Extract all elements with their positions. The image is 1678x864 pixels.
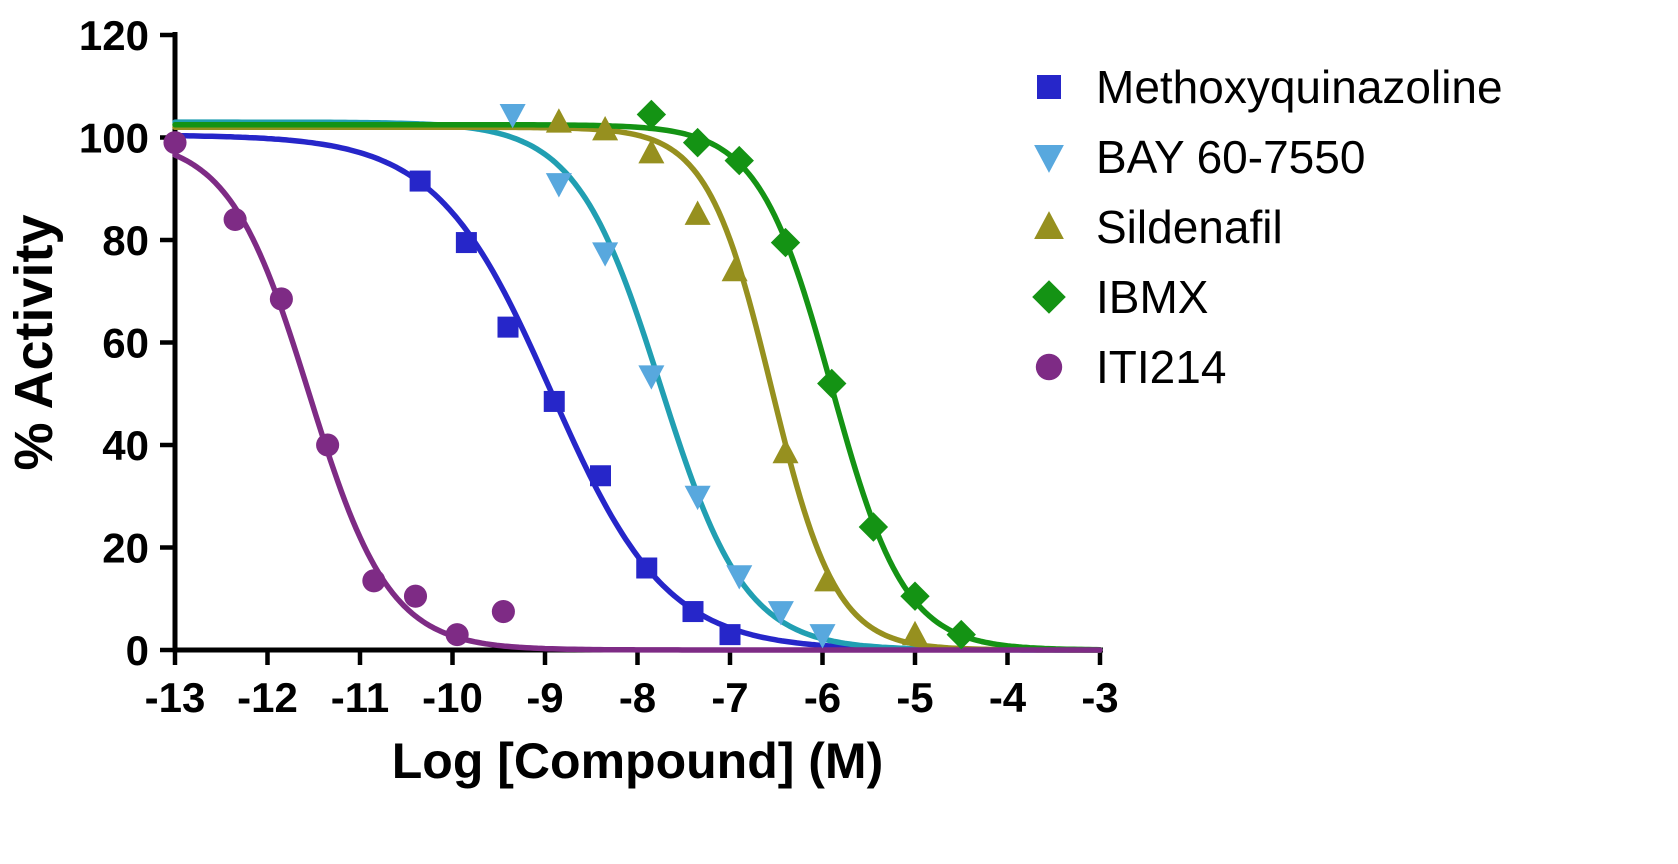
x-tick-label: -8 [619,674,656,721]
x-tick-label: -6 [804,674,841,721]
y-tick-label: 100 [79,115,149,162]
data-point-bay-60-7550 [499,103,526,129]
data-point-sildenafil [814,566,841,592]
x-tick-label: -3 [1081,674,1118,721]
data-point-methoxyquinazoline [497,316,519,338]
data-point-sildenafil [638,139,665,164]
data-point-ibmx [724,145,754,176]
data-point-bay-60-7550 [726,565,753,590]
legend-label: Methoxyquinazoline [1096,61,1503,113]
legend-marker-shape [1034,145,1064,173]
data-point-iti214 [163,131,187,155]
data-point-iti214 [445,623,469,647]
legend-item-bay-60-7550: BAY 60-7550 [1032,122,1503,192]
legend-label: BAY 60-7550 [1096,131,1366,183]
data-point-iti214 [403,584,428,608]
data-point-ibmx [682,127,713,158]
x-tick-label: -7 [711,674,748,721]
circle-marker-icon [1035,353,1063,381]
data-point-ibmx [858,512,889,542]
data-point-iti214 [223,207,247,232]
diamond-marker-icon [1032,280,1066,314]
y-axis-title: % Activity [4,214,64,470]
data-point-methoxyquinazoline [409,170,431,192]
x-tick-label: -4 [989,674,1027,721]
legend-item-ibmx: IBMX [1032,262,1503,332]
legend-label: IBMX [1096,271,1209,323]
legend-item-methoxyquinazoline: Methoxyquinazoline [1032,52,1503,122]
x-tick-label: -5 [896,674,933,721]
y-tick-label: 20 [102,525,149,572]
data-point-methoxyquinazoline [590,465,611,487]
y-tick-label: 0 [126,627,149,674]
legend-label: ITI214 [1096,341,1227,393]
y-tick-label: 80 [102,217,149,264]
data-point-methoxyquinazoline [636,557,658,579]
data-point-ibmx [636,99,667,130]
square-marker-icon [1037,75,1061,99]
data-point-methoxyquinazoline [682,601,704,623]
legend-item-iti214: ITI214 [1032,332,1503,402]
x-tick-label: -11 [331,674,389,721]
data-point-bay-60-7550 [545,173,572,198]
y-tick-label: 120 [79,12,149,59]
data-point-sildenafil [901,620,929,646]
data-point-ibmx [770,227,801,258]
data-point-iti214 [269,287,293,311]
legend-marker-shape [1035,353,1063,381]
data-point-ibmx [946,619,976,650]
data-point-methoxyquinazoline [543,390,565,412]
triangle-up-marker-icon [1034,211,1064,239]
data-point-ibmx [817,368,847,399]
data-point-ibmx [900,581,930,611]
data-point-methoxyquinazoline [719,624,741,646]
data-point-bay-60-7550 [684,485,711,511]
data-point-methoxyquinazoline [455,232,477,254]
data-point-sildenafil [592,115,619,141]
data-point-sildenafil [772,438,799,464]
data-point-sildenafil [684,200,711,225]
legend-item-sildenafil: Sildenafil [1032,192,1503,262]
x-axis-title: Log [Compound] (M) [392,733,883,789]
legend: Methoxyquinazoline BAY 60-7550 Sildenafi… [1032,52,1503,402]
data-point-bay-60-7550 [809,624,836,649]
data-point-bay-60-7550 [767,601,794,626]
x-tick-label: -12 [237,674,298,721]
x-tick-label: -13 [145,674,206,721]
x-tick-label: -9 [526,674,563,721]
data-point-iti214 [362,569,386,593]
legend-marker-shape [1034,211,1064,239]
data-point-bay-60-7550 [638,365,665,390]
x-tick-label: -10 [422,674,483,721]
data-point-bay-60-7550 [592,242,619,267]
curve-ibmx [172,121,1103,653]
legend-marker-shape [1037,75,1061,99]
y-tick-label: 60 [102,320,149,367]
data-point-iti214 [316,433,340,457]
data-point-sildenafil [545,108,572,133]
data-point-iti214 [491,600,515,624]
legend-marker-shape [1032,280,1066,314]
data-point-sildenafil [721,256,748,282]
legend-label: Sildenafil [1096,201,1283,253]
y-tick-label: 40 [102,422,149,469]
triangle-down-marker-icon [1034,145,1064,173]
